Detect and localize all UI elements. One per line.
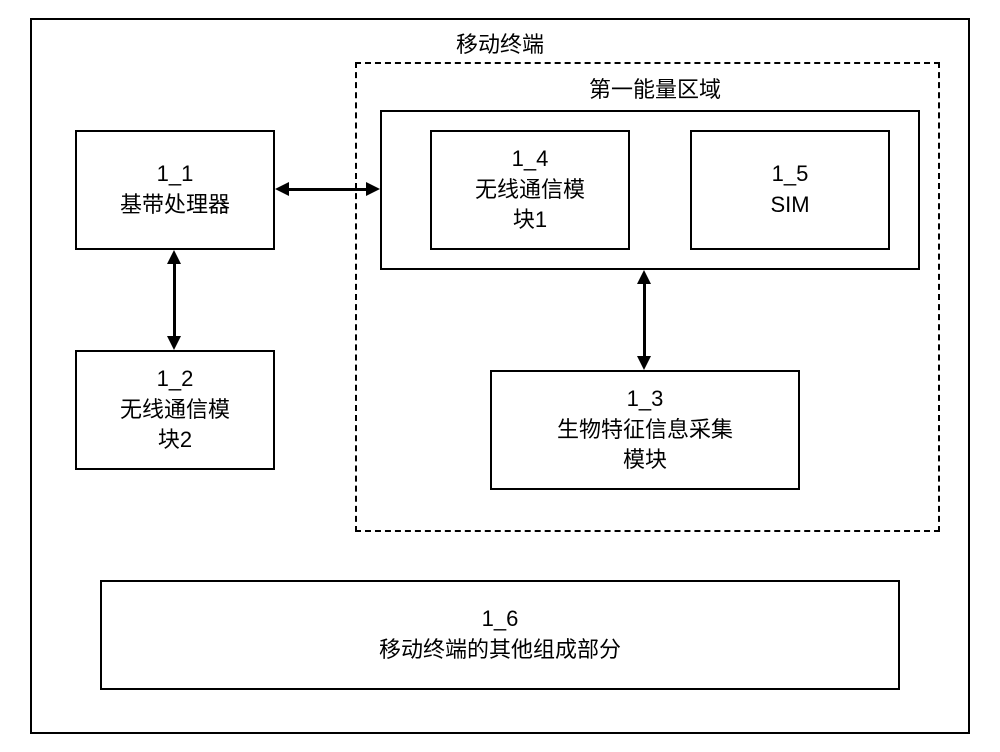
- box-1-5: 1_5 SIM: [690, 130, 890, 250]
- arrow-1-1-to-container-head-right: [366, 182, 380, 196]
- box-1-4-name-2: 块1: [513, 205, 547, 236]
- energy-region-title: 第一能量区域: [570, 75, 740, 106]
- box-1-1-name: 基带处理器: [120, 190, 230, 221]
- arrow-1-1-to-container-line: [287, 188, 368, 191]
- box-1-2-id: 1_2: [157, 364, 194, 395]
- box-1-1: 1_1 基带处理器: [75, 130, 275, 250]
- box-1-3-name-1: 生物特征信息采集: [557, 415, 733, 446]
- box-1-3: 1_3 生物特征信息采集 模块: [490, 370, 800, 490]
- box-1-4-name-1: 无线通信模: [475, 175, 585, 206]
- box-1-1-id: 1_1: [157, 159, 194, 190]
- box-1-6: 1_6 移动终端的其他组成部分: [100, 580, 900, 690]
- arrow-1-1-to-1-2-line: [173, 262, 176, 338]
- arrow-container-to-1-3-head-down: [637, 356, 651, 370]
- diagram-canvas: 移动终端 第一能量区域 1_4 无线通信模 块1 1_5 SIM 1_1 基带处…: [0, 0, 1000, 752]
- box-1-6-id: 1_6: [482, 604, 519, 635]
- box-1-4-id: 1_4: [512, 144, 549, 175]
- arrow-1-1-to-container-head-left: [275, 182, 289, 196]
- outer-title: 移动终端: [430, 30, 570, 61]
- arrow-container-to-1-3-line: [643, 282, 646, 358]
- box-1-2-name-2: 块2: [158, 425, 192, 456]
- box-1-5-id: 1_5: [772, 159, 809, 190]
- arrow-1-1-to-1-2-head-up: [167, 250, 181, 264]
- box-1-5-name: SIM: [770, 190, 809, 221]
- arrow-container-to-1-3-head-up: [637, 270, 651, 284]
- box-1-4: 1_4 无线通信模 块1: [430, 130, 630, 250]
- box-1-6-name: 移动终端的其他组成部分: [379, 635, 621, 666]
- box-1-2-name-1: 无线通信模: [120, 395, 230, 426]
- box-1-3-id: 1_3: [627, 384, 664, 415]
- arrow-1-1-to-1-2-head-down: [167, 336, 181, 350]
- box-1-3-name-2: 模块: [623, 445, 667, 476]
- box-1-2: 1_2 无线通信模 块2: [75, 350, 275, 470]
